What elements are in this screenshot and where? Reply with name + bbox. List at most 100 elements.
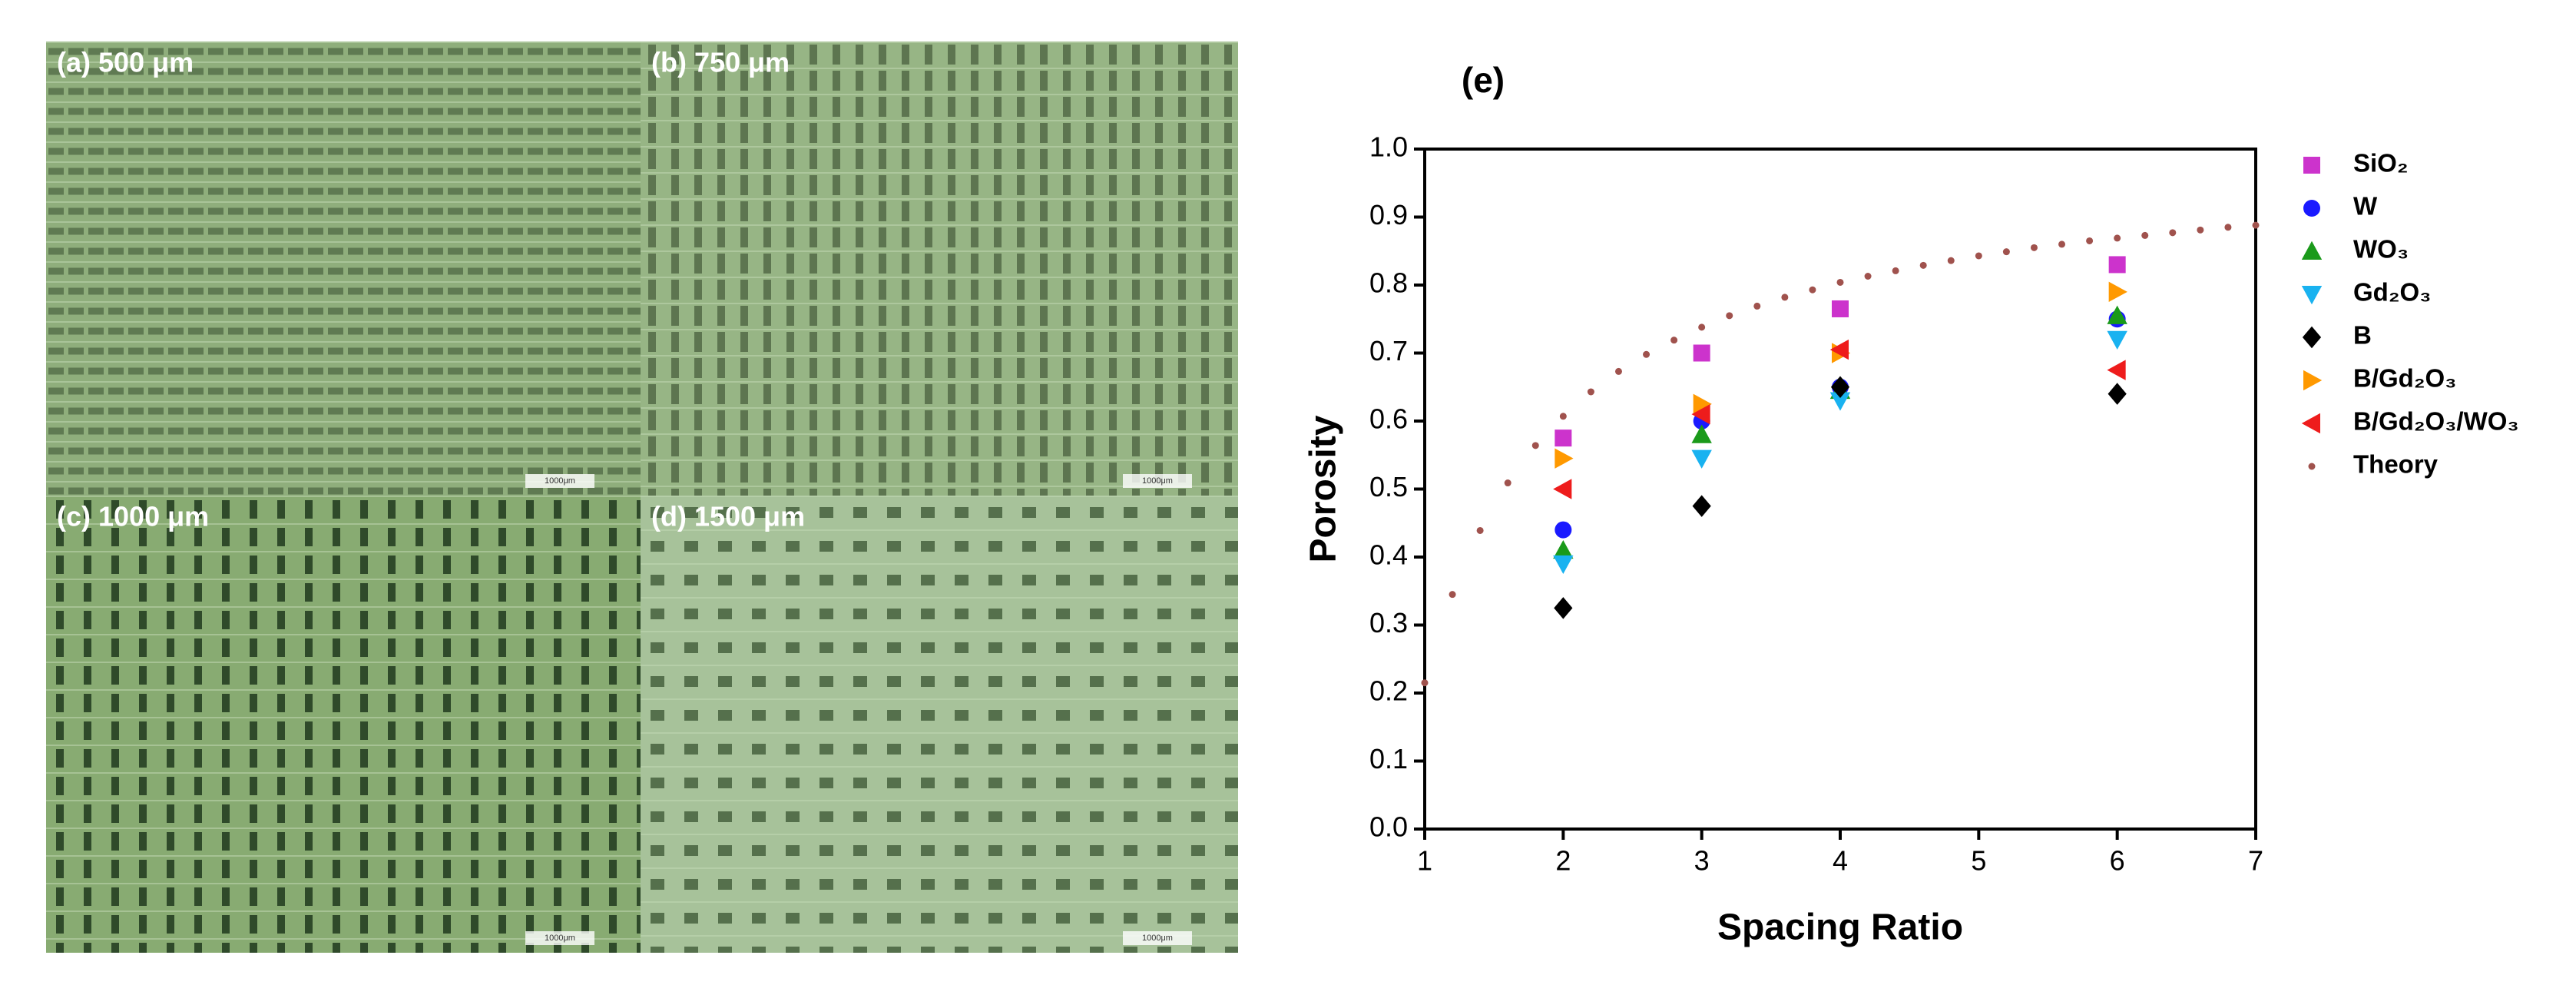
data-point: [1531, 442, 1539, 449]
data-point: [1692, 495, 1711, 517]
data-point: [1476, 526, 1484, 534]
scale-bar: [1123, 931, 1192, 945]
y-tick-label: 0.9: [1369, 199, 1408, 231]
legend-marker: [2301, 240, 2323, 260]
data-point: [2224, 224, 2232, 231]
data-point: [1693, 393, 1712, 415]
x-tick-label: 4: [1833, 845, 1848, 877]
data-point: [1947, 257, 1955, 264]
data-point: [1504, 479, 1511, 487]
data-point: [1449, 591, 1456, 599]
data-point: [1726, 312, 1733, 320]
data-point: [2107, 360, 2126, 380]
data-point: [1753, 302, 1761, 310]
panel-label: (d) 1500 μm: [651, 501, 805, 532]
legend-marker: [2303, 157, 2320, 174]
data-point: [1864, 272, 1872, 280]
data-point: [2002, 248, 2010, 256]
scale-bar-label: 1000μm: [545, 476, 575, 486]
scale-bar: [1123, 474, 1192, 488]
data-point: [1554, 597, 1573, 619]
chart-title: (e): [1462, 60, 1505, 100]
data-point: [2058, 240, 2066, 248]
y-tick-label: 0.2: [1369, 675, 1408, 707]
legend-marker: [2303, 200, 2320, 217]
micrograph: [46, 41, 641, 496]
data-point: [1693, 344, 1710, 362]
y-tick-label: 0.8: [1369, 267, 1408, 299]
panel-label: (b) 750 μm: [651, 47, 790, 78]
legend-label: Gd₂O₃: [2353, 278, 2431, 307]
y-axis-title: Porosity: [1303, 415, 1344, 562]
y-tick-label: 0.0: [1369, 811, 1408, 843]
legend-marker: [2308, 463, 2316, 470]
x-tick-label: 3: [1694, 845, 1710, 877]
data-point: [1781, 294, 1789, 301]
data-point: [1698, 323, 1706, 331]
data-point: [1553, 555, 1574, 575]
y-tick-label: 0.6: [1369, 403, 1408, 435]
data-point: [2107, 330, 2127, 350]
scale-bar: [525, 474, 594, 488]
data-point: [1553, 539, 1574, 559]
legend-marker: [2301, 286, 2323, 305]
data-point: [2169, 229, 2177, 237]
y-tick-label: 0.7: [1369, 335, 1408, 366]
data-point: [2107, 383, 2127, 405]
legend-label: Theory: [2353, 450, 2439, 479]
data-point: [2141, 231, 2149, 239]
legend-label: B: [2353, 321, 2372, 350]
scale-bar: [525, 931, 594, 945]
data-point: [1691, 403, 1710, 425]
data-point: [1691, 424, 1712, 443]
legend-label: B/Gd₂O₃: [2353, 364, 2456, 393]
data-point: [2108, 256, 2126, 274]
micrograph: [641, 496, 1238, 953]
scale-bar-label: 1000μm: [545, 934, 575, 943]
plot-frame: [1423, 148, 2257, 831]
data-point: [2252, 221, 2260, 229]
data-point: [1553, 479, 1572, 499]
legend-label: W: [2353, 192, 2378, 221]
data-point: [1670, 337, 1678, 344]
legend-label: WO₃: [2353, 235, 2409, 264]
scale-bar-label: 1000μm: [1142, 934, 1173, 943]
data-point: [1643, 350, 1651, 358]
y-tick-label: 0.3: [1369, 607, 1408, 638]
legend-marker: [2302, 326, 2322, 349]
x-tick-label: 6: [2110, 845, 2125, 877]
data-point: [1555, 521, 1572, 539]
data-point: [1919, 261, 1927, 269]
scale-bar-label: 1000μm: [1142, 476, 1173, 486]
data-point: [2108, 281, 2127, 303]
y-tick-label: 0.5: [1369, 471, 1408, 502]
y-tick-label: 0.4: [1369, 539, 1408, 571]
data-point: [1809, 286, 1816, 294]
data-point: [1829, 339, 1849, 360]
data-point: [1829, 392, 1851, 411]
legend-marker: [2301, 413, 2320, 434]
x-tick-label: 7: [2248, 845, 2263, 877]
data-point: [1836, 278, 1844, 286]
x-tick-label: 1: [1417, 845, 1432, 877]
x-tick-label: 5: [1971, 845, 1986, 877]
data-point: [2107, 305, 2127, 324]
data-point: [1559, 413, 1567, 420]
panel-label: (c) 1000 μm: [57, 501, 209, 532]
data-point: [1587, 388, 1594, 396]
micrograph: [641, 41, 1238, 496]
y-tick-label: 0.1: [1369, 743, 1408, 774]
data-point: [1892, 267, 1899, 274]
data-point: [1832, 300, 1849, 317]
legend-label: SiO₂: [2353, 149, 2409, 177]
legend-label: B/Gd₂O₃/WO₃: [2353, 407, 2519, 436]
data-point: [1830, 376, 1850, 399]
data-point: [2086, 237, 2094, 244]
data-point: [1614, 367, 1622, 375]
x-axis-title: Spacing Ratio: [1717, 907, 1963, 948]
data-point: [2030, 244, 2038, 251]
data-point: [2197, 226, 2204, 234]
panel-label: (a) 500 μm: [57, 47, 194, 78]
